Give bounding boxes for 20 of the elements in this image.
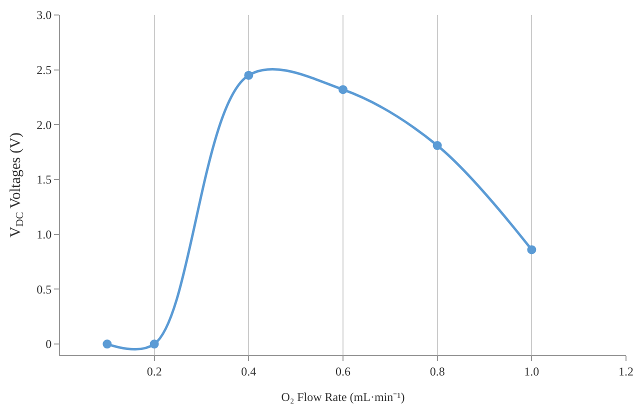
point (432, 141, 442, 150)
x-tick-label: 0.2 (146, 364, 162, 378)
x-tick-label: 1.0 (524, 364, 540, 378)
y-tick-label: 1.0 (36, 228, 52, 242)
x-tick-label: 0.6 (336, 364, 350, 378)
y-tick-label: 0.5 (36, 282, 52, 296)
x-axis-title: O₂ Flow Rate (mL·min⁻¹) (281, 390, 405, 404)
y-tick-label: 2.0 (36, 118, 52, 132)
x-tick-label: 1.2 (618, 364, 634, 378)
point (338, 85, 348, 94)
point (527, 245, 536, 254)
y-tick-label: 0 (46, 337, 52, 352)
y-tick-label: 3.0 (36, 8, 52, 22)
point (102, 340, 112, 349)
point (244, 70, 254, 80)
y-tick-label: 2.5 (36, 63, 52, 78)
x-tick-label: 0.4 (241, 364, 256, 378)
point (150, 340, 159, 349)
y-tick-label: 1.5 (36, 172, 52, 187)
x-tick-label: 0.8 (430, 364, 445, 378)
